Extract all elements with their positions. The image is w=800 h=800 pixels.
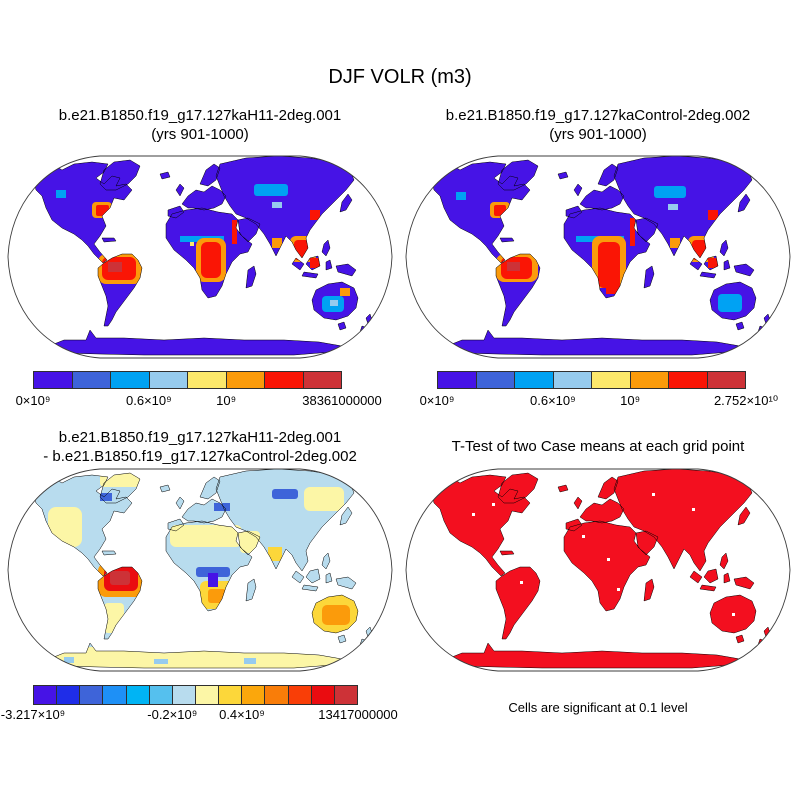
colorbar-segment (288, 686, 312, 704)
colorbar-segment (195, 686, 220, 704)
panel-title-diff-line2: - b.e21.B1850.f19_g17.127kaControl-2deg.… (43, 448, 357, 465)
world-map-case1 (7, 155, 393, 359)
colorbar-tick-label: 0×10⁹ (419, 393, 455, 408)
panel-title-case1-line1: b.e21.B1850.f19_g17.127kaH11-2deg.001 (58, 107, 342, 124)
colorbar-segment (57, 686, 81, 704)
panel-title-case2: b.e21.B1850.f19_g17.127kaControl-2deg.00… (402, 106, 794, 144)
colorbar-segment (103, 686, 127, 704)
colorbar-case2: 0×10⁹ 0.6×10⁹ 10⁹ 2.752×10¹⁰ (420, 371, 778, 408)
colorbar-segments (33, 371, 342, 389)
colorbar-segment (172, 686, 196, 704)
colorbar-tick-label: -0.2×10⁹ (147, 707, 198, 722)
colorbar-tick-label: 13417000000 (318, 707, 398, 722)
colorbar-segment (149, 372, 188, 388)
colorbar-tick-label: 0.4×10⁹ (219, 707, 265, 722)
colorbar-tick-label: 10⁹ (216, 393, 237, 408)
world-map-diff (7, 468, 393, 672)
colorbar-labels: 0×10⁹ 0.6×10⁹ 10⁹ 38361000000 (16, 393, 382, 411)
colorbar-segments (437, 371, 746, 389)
colorbar-segment (311, 686, 335, 704)
panel-title-case2-line2: (yrs 901-1000) (549, 126, 647, 143)
colorbar-labels: 0×10⁹ 0.6×10⁹ 10⁹ 2.752×10¹⁰ (420, 393, 778, 411)
significance-note: Cells are significant at 0.1 level (508, 700, 688, 715)
colorbar-segment (72, 372, 111, 388)
colorbar-tick-label: 0.6×10⁹ (530, 393, 576, 408)
colorbar-segment (669, 372, 708, 388)
panel-title-case1: b.e21.B1850.f19_g17.127kaH11-2deg.001 (y… (4, 106, 396, 144)
colorbar-tick-label: 0.6×10⁹ (126, 393, 172, 408)
colorbar-segment (476, 372, 515, 388)
colorbar-segment (242, 686, 266, 704)
colorbar-segment (149, 686, 173, 704)
colorbar-segment (630, 372, 669, 388)
colorbar-segment (334, 686, 357, 704)
panel-title-diff: b.e21.B1850.f19_g17.127kaH11-2deg.001 - … (4, 428, 396, 466)
panel-title-case2-line1: b.e21.B1850.f19_g17.127kaControl-2deg.00… (445, 107, 751, 124)
colorbar-tick-label: -3.217×10⁹ (0, 707, 66, 722)
colorbar-diff: -3.217×10⁹ -0.2×10⁹ 0.4×10⁹ 13417000000 (1, 685, 398, 722)
colorbar-segment (265, 686, 289, 704)
colorbar-segment (226, 372, 265, 388)
colorbar-segment (303, 372, 341, 388)
colorbar-segment (111, 372, 150, 388)
colorbar-case1: 0×10⁹ 0.6×10⁹ 10⁹ 38361000000 (16, 371, 382, 408)
panel-title-diff-line1: b.e21.B1850.f19_g17.127kaH11-2deg.001 (58, 429, 342, 446)
colorbar-tick-label: 0×10⁹ (15, 393, 51, 408)
colorbar-tick-label: 38361000000 (302, 393, 382, 408)
colorbar-segment (553, 372, 592, 388)
colorbar-segment (188, 372, 227, 388)
colorbar-labels: -3.217×10⁹ -0.2×10⁹ 0.4×10⁹ 13417000000 (1, 707, 398, 725)
panel-title-ttest-line1: T-Test of two Case means at each grid po… (451, 438, 745, 455)
world-map-case2 (405, 155, 791, 359)
page-title: DJF VOLR (m3) (328, 66, 472, 88)
colorbar-segment (34, 686, 58, 704)
colorbar-segment (438, 372, 477, 388)
colorbar-segment (592, 372, 631, 388)
colorbar-segment (265, 372, 304, 388)
colorbar-segment (34, 372, 73, 388)
panel-title-ttest: T-Test of two Case means at each grid po… (402, 437, 794, 456)
world-map-ttest (405, 468, 791, 672)
colorbar-tick-label: 2.752×10¹⁰ (713, 393, 779, 408)
colorbar-segment (126, 686, 150, 704)
panel-title-case1-line2: (yrs 901-1000) (151, 126, 249, 143)
colorbar-segment (515, 372, 554, 388)
colorbar-segment (707, 372, 745, 388)
colorbar-segment (80, 686, 104, 704)
colorbar-tick-label: 10⁹ (620, 393, 641, 408)
colorbar-segments (33, 685, 358, 705)
colorbar-segment (219, 686, 243, 704)
